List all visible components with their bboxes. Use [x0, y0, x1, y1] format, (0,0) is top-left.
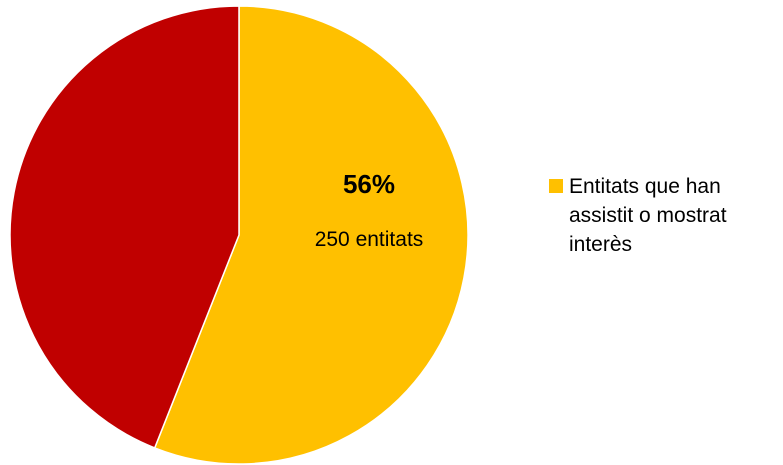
legend-swatch: [549, 179, 563, 193]
pie-labels: 56% 250 entitats: [315, 169, 424, 251]
slice-label-count: 250 entitats: [315, 228, 424, 251]
legend: Entitats que han assistit o mostrat inte…: [549, 172, 783, 259]
pie-slice-1: [9, 5, 240, 449]
legend-label: Entitats que han assistit o mostrat inte…: [569, 175, 727, 256]
slice-label-percentage: 56%: [343, 169, 395, 199]
pie-slices: [9, 5, 469, 465]
pie-slice-0: [153, 5, 469, 465]
